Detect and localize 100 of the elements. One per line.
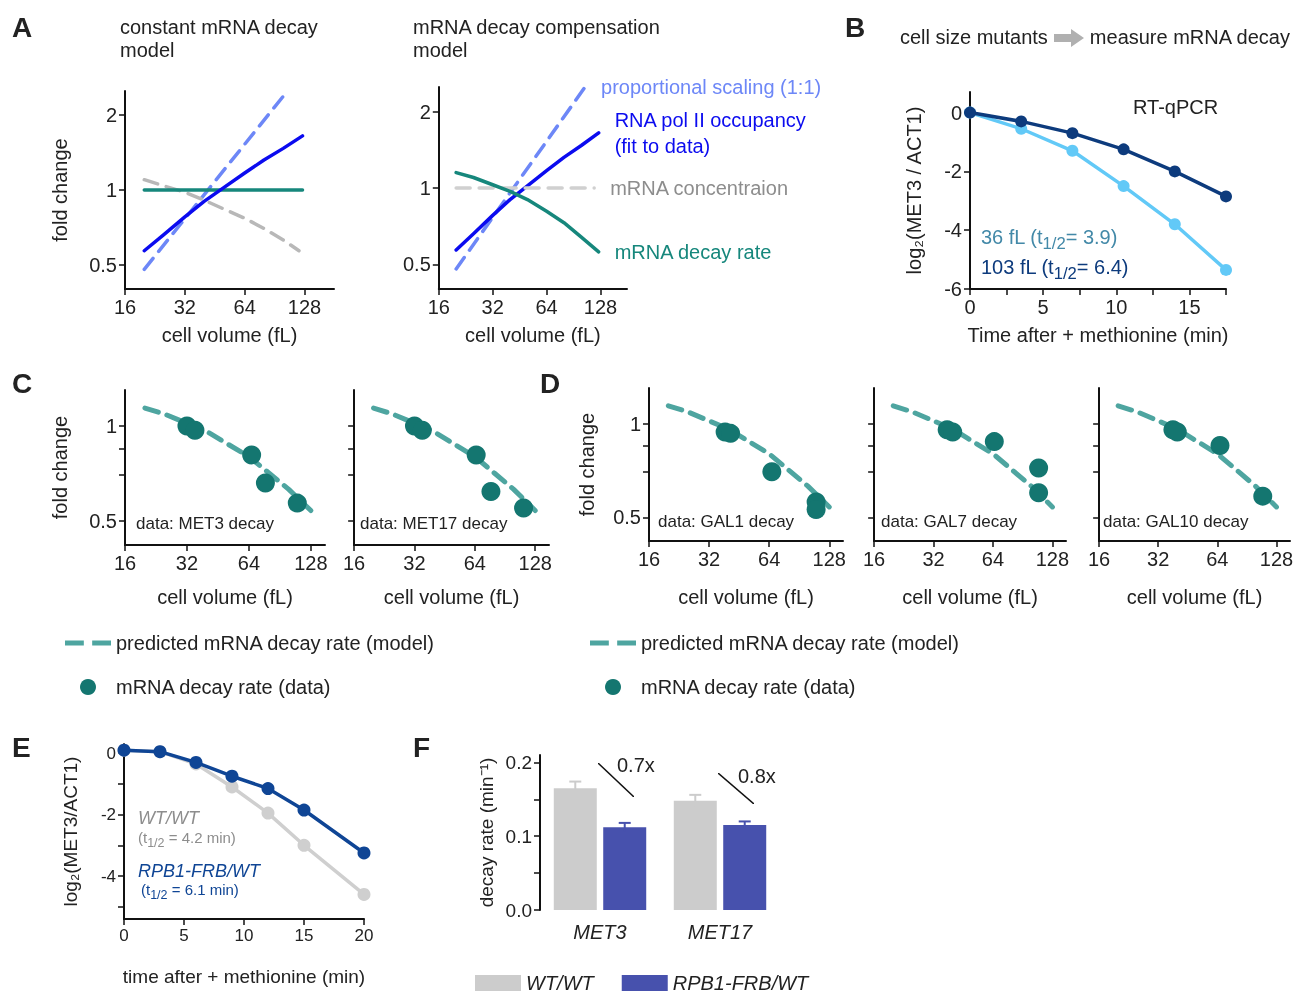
x-tick-label: 64 — [981, 548, 1005, 570]
x-axis-title: time after + methionine (min) — [122, 966, 366, 987]
y-axis-title: fold change — [576, 412, 598, 517]
y-tick-label: 0.0 — [505, 899, 532, 921]
legend-label: WT/WT — [526, 972, 596, 991]
x-tick-label: 16 — [863, 548, 886, 570]
line-series — [454, 170, 601, 254]
x-tick-label: 32 — [697, 548, 721, 570]
x-axis-title: cell volume (fL) — [161, 324, 298, 346]
legend-label: RPB1-FRB/WT — [672, 972, 811, 991]
y-tick-label: 0.5 — [402, 253, 431, 276]
series-label: WT/WT — [138, 808, 199, 829]
point — [1066, 144, 1079, 157]
series-label: RNA pol II occupancy (fit to data) — [614, 108, 812, 157]
x-tick-label: MET17 — [687, 921, 754, 943]
x-axis-title: cell volume (fL) — [465, 324, 601, 346]
point — [225, 769, 239, 783]
x-tick-label: 128 — [812, 548, 846, 570]
y-tick-label: -4 — [944, 219, 962, 242]
series-label: mRNA concentraion — [610, 177, 789, 199]
point — [1117, 180, 1130, 193]
point — [357, 887, 371, 901]
y-axis-title: fold change — [49, 138, 71, 242]
series-label: mRNA decay rate — [614, 240, 772, 263]
chart-title: cell size mutants — [900, 26, 1048, 49]
x-tick-label: 128 — [287, 296, 322, 318]
x-tick-label: 15 — [1178, 296, 1201, 318]
chart-title: constant mRNA decay model — [120, 16, 319, 62]
x-tick-label: 128 — [583, 296, 618, 318]
point — [1168, 165, 1181, 178]
point — [1220, 190, 1232, 203]
x-axis-title: cell volume (fL) — [902, 586, 1038, 608]
legend-label: predicted mRNA decay rate (model) — [116, 632, 434, 654]
x-tick-label: 32 — [922, 548, 945, 570]
x-tick-label: 15 — [294, 926, 314, 945]
x-axis-title: cell volume (fL) — [383, 586, 520, 608]
x-tick-label: 128 — [1035, 548, 1070, 570]
x-tick-label: 16 — [637, 548, 661, 570]
x-tick-label: 0 — [119, 926, 129, 945]
text: A — [12, 12, 33, 45]
text: F — [413, 732, 431, 765]
point — [261, 806, 275, 820]
y-tick-label: 0.5 — [89, 510, 117, 533]
y-axis-title: log₂(MET3 / ACT1) — [903, 106, 925, 275]
x-tick-label: 32 — [403, 552, 426, 574]
chart-subtitle: measure mRNA decay — [1089, 26, 1290, 49]
bar — [673, 800, 717, 910]
point — [297, 803, 311, 817]
annotation: D — [540, 368, 561, 401]
x-tick-label: 64 — [463, 552, 486, 574]
y-tick-label: 0.2 — [505, 751, 532, 773]
x-tick-label: 5 — [1037, 296, 1049, 318]
text: C — [12, 368, 33, 401]
x-tick-label: 16 — [1088, 548, 1111, 570]
x-axis-title: cell volume (fL) — [1126, 586, 1263, 608]
legend-label: mRNA decay rate (data) — [641, 676, 856, 698]
x-tick-label: 20 — [354, 926, 374, 945]
annotation: 0.8x — [738, 765, 776, 788]
x-tick-label: 32 — [481, 296, 504, 318]
point — [1015, 115, 1028, 128]
x-tick-label: 32 — [173, 296, 196, 318]
y-tick-label: 0 — [950, 101, 962, 124]
bar — [603, 827, 647, 910]
x-axis-title: cell volume (fL) — [678, 586, 814, 608]
legend-label: mRNA decay rate (data) — [116, 676, 331, 698]
annotation: data: MET17 decay — [360, 514, 508, 534]
legend-label: predicted mRNA decay rate (model) — [641, 632, 959, 654]
y-tick-label: 0 — [106, 743, 116, 763]
y-tick-label: -6 — [944, 278, 962, 300]
annotation: 0.7x — [617, 754, 655, 777]
y-tick-label: 0.5 — [89, 253, 117, 276]
x-tick-label: 64 — [237, 552, 261, 574]
x-tick-label: 10 — [234, 926, 254, 945]
x-tick-label: 128 — [294, 552, 328, 574]
y-tick-label: -4 — [100, 866, 116, 886]
point — [1168, 218, 1181, 231]
x-tick-label: 16 — [113, 296, 137, 318]
y-tick-label: -2 — [944, 160, 962, 183]
x-axis-title: cell volume (fL) — [157, 586, 293, 608]
x-tick-label: 32 — [175, 552, 199, 574]
x-tick-label: 64 — [233, 296, 256, 318]
point — [261, 782, 275, 796]
line-series — [454, 131, 601, 252]
x-tick-label: MET3 — [573, 921, 627, 943]
bar — [723, 825, 767, 910]
point — [1066, 127, 1079, 140]
annotation: (t$_{1/2}$ = 6.1 min) — [141, 881, 239, 903]
y-tick-label: 0.5 — [613, 506, 641, 529]
x-tick-label: 5 — [179, 926, 189, 945]
y-tick-label: 1 — [105, 179, 117, 201]
annotation: RT-qPCR — [1133, 96, 1219, 119]
x-tick-label: 128 — [518, 552, 552, 574]
point — [1220, 263, 1232, 276]
x-tick-label: 16 — [427, 296, 450, 318]
y-tick-label: 2 — [419, 100, 431, 123]
series-label: proportional scaling (1:1) — [601, 76, 822, 98]
y-tick-label: -2 — [100, 805, 116, 825]
annotation: data: MET3 decay — [136, 514, 274, 534]
annotation: data: GAL1 decay — [658, 512, 795, 532]
text: RPB1-FRB/WT — [138, 861, 261, 882]
